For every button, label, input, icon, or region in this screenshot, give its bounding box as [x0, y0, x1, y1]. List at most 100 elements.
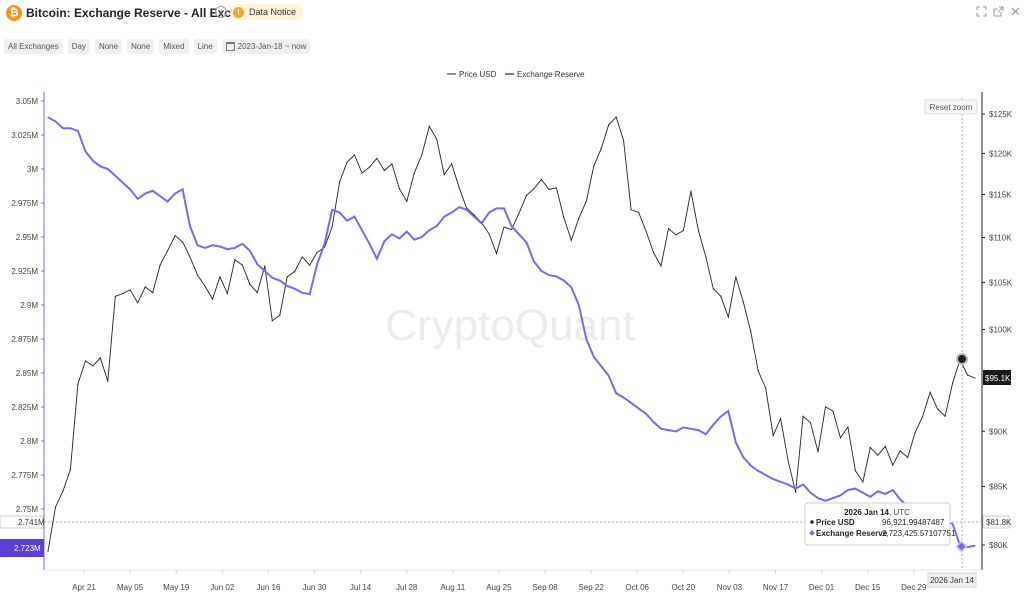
- reserve-point: [189, 225, 191, 227]
- tooltip-price-label: Price USD: [816, 518, 855, 527]
- price-point: [944, 415, 946, 417]
- reserve-point: [77, 130, 79, 132]
- right-price-value: $95.1K: [985, 374, 1011, 383]
- x-crosshair-flag: 2026 Jan 14: [927, 572, 977, 588]
- reserve-point: [294, 288, 296, 290]
- reserve-point: [241, 243, 243, 245]
- price-point: [518, 212, 520, 214]
- reserve-point: [675, 430, 677, 433]
- tooltip: 2026 Jan 14, UTC Price USD 96,921.994874…: [804, 502, 956, 546]
- reserve-point: [488, 211, 490, 214]
- legend-item-reserve[interactable]: Exchange Reserve: [505, 70, 585, 79]
- reserve-point: [428, 229, 430, 231]
- reserve-point: [884, 493, 886, 495]
- price-point: [92, 365, 94, 367]
- info-icon[interactable]: i: [215, 6, 227, 18]
- reserve-hover-marker: [955, 540, 968, 553]
- price-point: [122, 292, 124, 295]
- x-tick-label: Jun 02: [210, 583, 235, 592]
- reserve-point: [316, 263, 318, 265]
- indicator-select-1[interactable]: None: [94, 39, 123, 54]
- price-point: [219, 276, 221, 278]
- reserve-point: [391, 233, 393, 235]
- reserve-point: [548, 274, 550, 276]
- reserve-point: [182, 188, 184, 190]
- reserve-point: [481, 222, 483, 224]
- price-point: [952, 382, 954, 384]
- close-icon[interactable]: [1010, 6, 1021, 17]
- left-tick-label: 2.825M: [11, 403, 38, 412]
- x-tick-label: Aug 25: [486, 583, 512, 592]
- reserve-point: [735, 441, 737, 443]
- price-point: [346, 161, 348, 163]
- reserve-point: [331, 209, 333, 211]
- reserve-point: [854, 488, 857, 490]
- reserve-point: [892, 489, 894, 491]
- price-point: [503, 226, 505, 228]
- reserve-point: [249, 250, 251, 252]
- reserve-point: [750, 464, 752, 467]
- price-point: [413, 172, 415, 174]
- data-notice-label: Data Notice: [249, 7, 297, 17]
- reserve-point: [667, 429, 670, 431]
- x-tick-label: Oct 06: [625, 583, 649, 592]
- chart-header: ₿ Bitcoin: Exchange Reserve - All Exchan…: [0, 0, 1024, 26]
- price-point: [428, 125, 430, 127]
- expand-icon[interactable]: [976, 6, 987, 17]
- reserve-point: [638, 407, 640, 409]
- reserve-point: [346, 220, 348, 222]
- left-reserve-value: 2.723M: [14, 544, 41, 553]
- price-point: [525, 194, 528, 196]
- price-point: [899, 450, 901, 452]
- chart-style-select[interactable]: Line: [193, 39, 217, 54]
- exchange-select[interactable]: All Exchanges: [4, 39, 63, 54]
- external-link-icon[interactable]: [993, 6, 1004, 17]
- reserve-point: [802, 483, 804, 486]
- x-tick-label: Dec 01: [809, 583, 835, 592]
- data-notice-badge[interactable]: ! Data Notice: [230, 4, 304, 20]
- price-point: [638, 211, 640, 213]
- price-point: [137, 302, 139, 304]
- reserve-point: [877, 490, 879, 492]
- left-axis-ticks: 3.05M 3.025M 3M 2.975M 2.95M 2.925M 2.9M 2.875M…: [11, 97, 44, 514]
- reserve-point: [144, 192, 146, 195]
- price-point: [555, 187, 558, 189]
- price-point: [937, 408, 939, 410]
- reserve-point: [645, 413, 647, 415]
- tooltip-reserve-label: Exchange Reserve: [816, 529, 888, 538]
- right-axis-ticks: $125K $120K $115K $110K $105K $100K $90K $85K $8…: [982, 110, 1013, 550]
- price-point: [667, 228, 670, 230]
- price-point: [458, 187, 460, 189]
- price-point: [757, 370, 759, 372]
- price-point: [966, 374, 969, 376]
- x-tick-label: Aug 11: [440, 583, 465, 592]
- tooltip-price-value: 96,921.99487487: [882, 518, 945, 527]
- price-point: [578, 217, 580, 219]
- price-point: [824, 406, 827, 408]
- x-tick-label: Jun 16: [256, 583, 281, 592]
- price-point: [152, 292, 154, 294]
- price-point: [675, 234, 677, 236]
- scale-select[interactable]: Mixed: [159, 39, 189, 54]
- date-range-label: 2023-Jan-18 ~ now: [237, 42, 307, 51]
- reserve-point: [952, 523, 954, 525]
- reset-zoom-label: Reset zoom: [930, 103, 973, 112]
- reserve-point: [107, 168, 109, 170]
- reserve-point: [660, 428, 662, 430]
- reserve-point: [122, 182, 124, 184]
- reserve-point: [443, 216, 445, 218]
- tooltip-reserve-value: 2,723,425.57107751: [882, 529, 956, 538]
- date-range-picker[interactable]: 2023-Jan-18 ~ now: [221, 39, 311, 54]
- reserve-point: [211, 244, 214, 246]
- interval-select[interactable]: Day: [67, 39, 90, 54]
- reserve-point: [421, 236, 423, 238]
- reserve-point: [824, 500, 827, 502]
- price-point: [204, 285, 206, 287]
- reset-zoom-button[interactable]: Reset zoom: [924, 99, 978, 115]
- legend-item-price[interactable]: Price USD: [447, 70, 497, 79]
- reserve-point: [174, 192, 176, 195]
- reserve-point: [809, 492, 812, 494]
- price-point: [548, 188, 550, 191]
- indicator-select-2[interactable]: None: [127, 39, 155, 54]
